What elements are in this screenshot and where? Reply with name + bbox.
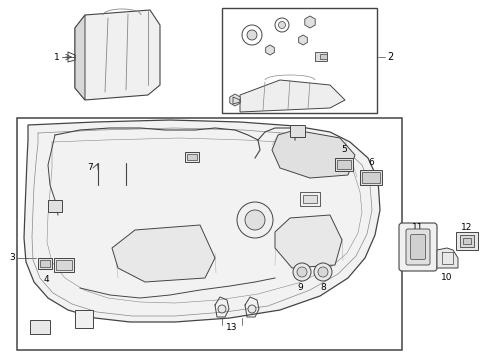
Text: 1: 1 [54,53,60,62]
Text: 3: 3 [9,253,15,262]
Polygon shape [240,80,345,112]
FancyBboxPatch shape [398,223,436,271]
Bar [38,258,52,269]
Polygon shape [304,16,315,28]
Bar [289,125,305,137]
Polygon shape [436,248,457,268]
Polygon shape [265,45,274,55]
Polygon shape [298,35,306,45]
Bar [186,154,197,160]
Bar [303,195,316,203]
Bar [336,160,350,169]
Bar [54,258,74,272]
Circle shape [242,25,262,45]
Text: 7: 7 [87,163,93,172]
Polygon shape [271,130,354,178]
Bar [48,200,62,212]
Bar [56,260,72,270]
Text: 13: 13 [226,324,237,333]
Bar [455,232,477,250]
Bar [361,172,379,183]
Bar [334,158,352,171]
Bar [222,8,376,113]
Text: 9: 9 [297,284,302,292]
Circle shape [278,22,285,28]
Text: 12: 12 [460,224,472,233]
Bar [40,260,50,267]
Bar [30,320,50,334]
Bar [75,310,93,328]
Text: 4: 4 [43,275,49,284]
Circle shape [218,305,225,313]
Polygon shape [229,94,240,106]
Bar [299,192,319,206]
Text: 10: 10 [440,274,452,283]
Circle shape [317,267,327,277]
Text: 8: 8 [320,284,325,292]
Bar [359,170,381,185]
Bar [17,118,401,350]
Polygon shape [274,215,341,268]
Polygon shape [24,120,379,322]
Bar [314,52,326,61]
Polygon shape [75,10,160,100]
Bar [319,54,326,59]
Text: 5: 5 [341,145,346,154]
Bar [459,235,473,247]
Text: 2: 2 [386,52,392,62]
Bar [462,238,470,244]
Circle shape [313,263,331,281]
Polygon shape [112,225,215,282]
Polygon shape [75,15,85,100]
Circle shape [292,263,310,281]
Circle shape [247,305,256,313]
FancyBboxPatch shape [409,234,425,260]
FancyBboxPatch shape [405,229,429,265]
Bar [184,152,199,162]
Circle shape [274,18,288,32]
Circle shape [246,30,257,40]
Text: 6: 6 [367,158,373,167]
Circle shape [296,267,306,277]
Circle shape [244,210,264,230]
Text: 11: 11 [411,224,423,233]
Circle shape [237,202,272,238]
